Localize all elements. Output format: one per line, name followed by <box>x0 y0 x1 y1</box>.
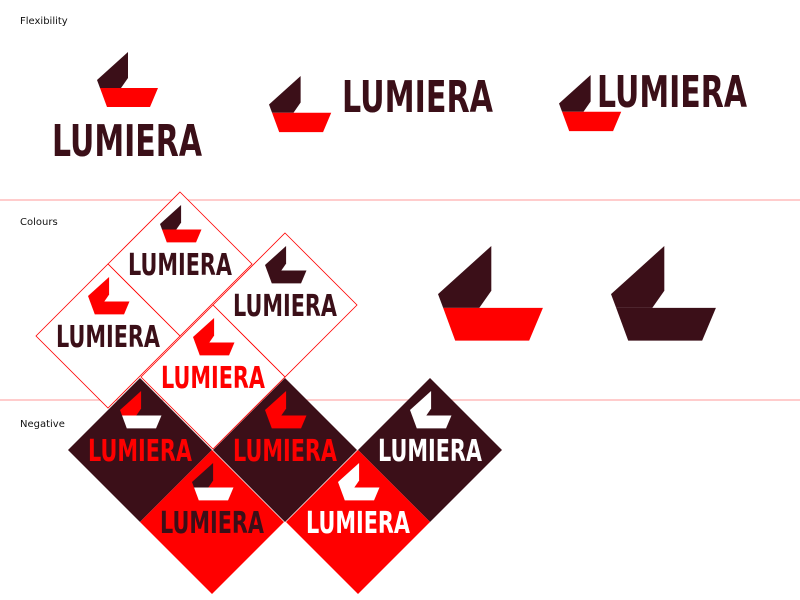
wordmark: LUMIERA <box>233 434 338 469</box>
sail-icon <box>438 246 492 308</box>
wordmark: LUMIERA <box>233 289 338 324</box>
logo-tile <box>286 450 430 594</box>
boat-logo-icon <box>265 246 307 284</box>
hull-icon <box>616 307 716 341</box>
wordmark: LUMIERA <box>161 361 266 396</box>
sail-icon <box>338 463 360 488</box>
sail-icon <box>120 391 142 416</box>
sail-icon <box>559 75 591 112</box>
hull-icon <box>100 88 158 107</box>
sail-icon <box>97 52 128 88</box>
logo-horizontal-icon <box>269 76 332 133</box>
section-label-flexibility: Flexibility <box>20 16 68 27</box>
hull-icon <box>122 415 162 429</box>
boat-logo-icon <box>338 463 380 501</box>
wordmark: LUMIERA <box>597 67 747 118</box>
hull-icon <box>412 415 452 429</box>
wordmark: LUMIERA <box>56 320 161 355</box>
hull-icon <box>195 342 235 356</box>
large-dark-icon <box>611 246 716 341</box>
sail-icon <box>611 246 665 308</box>
boat-logo-icon <box>160 205 202 243</box>
hull-icon <box>267 415 307 429</box>
logo-tile <box>213 378 357 522</box>
hull-icon <box>90 301 130 315</box>
hull-icon <box>443 307 543 341</box>
boat-logo-icon <box>410 391 452 429</box>
hull-icon <box>267 270 307 284</box>
hull-icon <box>194 487 234 501</box>
boat-logo-icon <box>120 391 162 429</box>
boat-logo-icon <box>192 463 234 501</box>
sail-icon <box>265 391 287 416</box>
section-label-negative: Negative <box>20 419 65 430</box>
wordmark: LUMIERA <box>306 506 411 541</box>
hull-icon <box>562 111 622 132</box>
logo-tile <box>35 263 181 409</box>
wordmark: LUMIERA <box>128 248 233 283</box>
wordmark: LUMIERA <box>342 72 493 123</box>
logo-overlap-icon <box>559 75 622 132</box>
sail-icon <box>193 318 215 343</box>
boat-logo-icon <box>265 391 307 429</box>
logo-stacked-icon <box>97 52 158 107</box>
sail-icon <box>269 76 301 113</box>
sail-icon <box>88 277 110 302</box>
wordmark: LUMIERA <box>378 434 483 469</box>
boat-logo-icon <box>193 318 235 356</box>
wordmark: LUMIERA <box>160 506 265 541</box>
wordmark: LUMIERA <box>52 116 202 167</box>
sail-icon <box>160 205 182 230</box>
hull-icon <box>340 487 380 501</box>
sail-icon <box>192 463 214 488</box>
sail-icon <box>410 391 432 416</box>
wordmark: LUMIERA <box>88 434 193 469</box>
large-two-tone-icon <box>438 246 543 341</box>
hull-icon <box>272 112 332 133</box>
boat-logo-icon <box>88 277 130 315</box>
section-label-colours: Colours <box>20 217 58 228</box>
logo-tile <box>140 304 286 450</box>
hull-icon <box>162 229 202 243</box>
logo-tile <box>140 450 284 594</box>
sail-icon <box>265 246 287 271</box>
